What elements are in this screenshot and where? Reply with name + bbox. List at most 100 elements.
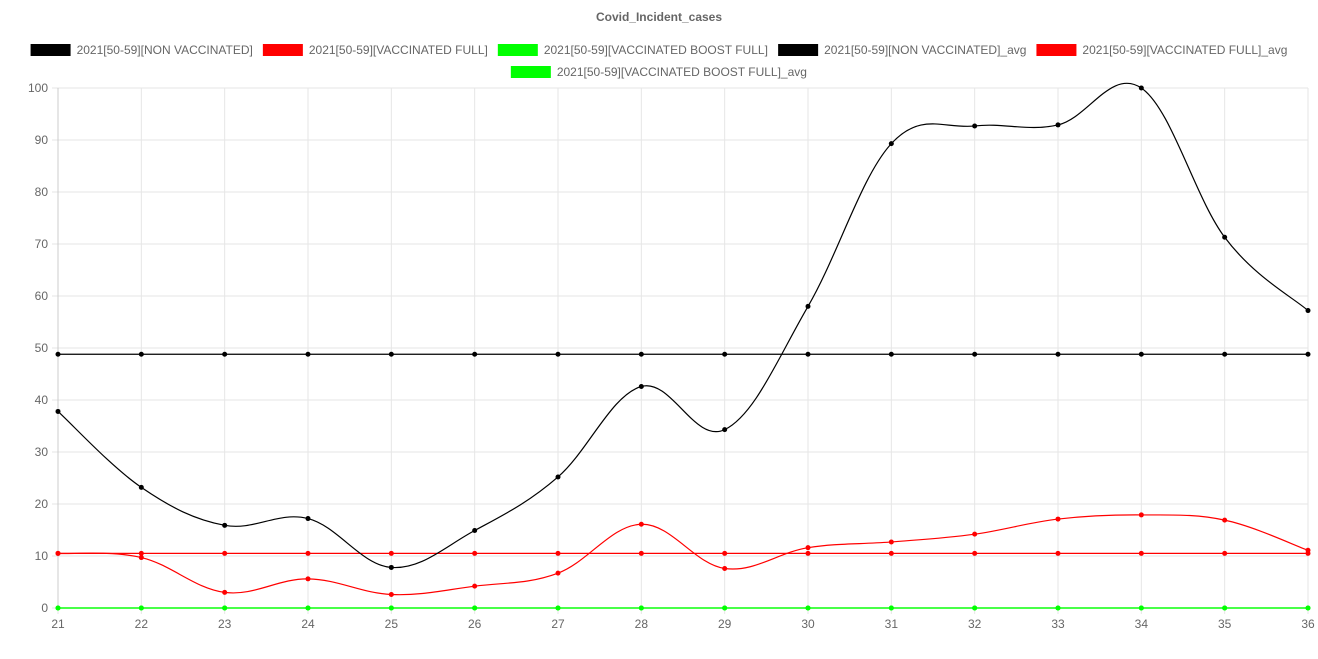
legend-item[interactable]: 2021[50-59][VACCINATED BOOST FULL]_avg (510, 65, 807, 79)
series-4 (55, 550, 1311, 556)
data-point[interactable] (972, 605, 978, 611)
data-point[interactable] (972, 531, 978, 537)
series-1 (55, 512, 1311, 597)
data-point[interactable] (305, 605, 311, 611)
data-point[interactable] (1222, 234, 1228, 240)
data-point[interactable] (138, 555, 144, 561)
data-point[interactable] (222, 522, 228, 528)
data-point[interactable] (55, 550, 61, 556)
data-point[interactable] (1138, 512, 1144, 518)
data-point[interactable] (222, 351, 228, 357)
legend-label: 2021[50-59][VACCINATED FULL]_avg (1082, 43, 1287, 57)
data-point[interactable] (722, 351, 728, 357)
data-point[interactable] (138, 605, 144, 611)
data-point[interactable] (638, 351, 644, 357)
data-point[interactable] (55, 408, 61, 414)
data-point[interactable] (472, 605, 478, 611)
data-point[interactable] (472, 528, 478, 534)
data-point[interactable] (1138, 605, 1144, 611)
data-point[interactable] (1222, 517, 1228, 523)
data-point[interactable] (138, 550, 144, 556)
data-point[interactable] (638, 605, 644, 611)
data-point[interactable] (305, 550, 311, 556)
legend-label: 2021[50-59][VACCINATED FULL] (309, 43, 488, 57)
data-point[interactable] (55, 351, 61, 357)
data-point[interactable] (388, 605, 394, 611)
x-tick-label: 25 (385, 617, 399, 631)
data-point[interactable] (888, 539, 894, 545)
data-point[interactable] (388, 351, 394, 357)
data-point[interactable] (972, 550, 978, 556)
series-line (57, 82, 1309, 569)
data-point[interactable] (1138, 85, 1144, 91)
legend-item[interactable]: 2021[50-59][NON VACCINATED] (30, 43, 253, 57)
data-point[interactable] (1305, 351, 1311, 357)
data-point[interactable] (305, 351, 311, 357)
data-point[interactable] (638, 550, 644, 556)
data-point[interactable] (1222, 550, 1228, 556)
data-point[interactable] (1055, 516, 1061, 522)
legend-swatch (1036, 44, 1077, 56)
series-0 (55, 82, 1311, 570)
data-point[interactable] (1305, 547, 1311, 553)
data-point[interactable] (222, 605, 228, 611)
data-point[interactable] (1055, 122, 1061, 128)
data-point[interactable] (1305, 605, 1311, 611)
data-point[interactable] (472, 351, 478, 357)
data-point[interactable] (222, 550, 228, 556)
x-tick-label: 30 (801, 617, 815, 631)
x-tick-label: 22 (135, 617, 149, 631)
data-point[interactable] (305, 516, 311, 522)
data-point[interactable] (555, 351, 561, 357)
data-point[interactable] (388, 564, 394, 570)
data-point[interactable] (305, 576, 311, 582)
x-tick-label: 21 (51, 617, 65, 631)
data-point[interactable] (388, 550, 394, 556)
data-point[interactable] (555, 474, 561, 480)
data-point[interactable] (555, 570, 561, 576)
data-point[interactable] (1055, 550, 1061, 556)
data-point[interactable] (55, 605, 61, 611)
data-point[interactable] (388, 591, 394, 597)
data-point[interactable] (1138, 351, 1144, 357)
data-point[interactable] (722, 550, 728, 556)
data-point[interactable] (555, 550, 561, 556)
data-point[interactable] (1222, 605, 1228, 611)
data-point[interactable] (555, 605, 561, 611)
data-point[interactable] (972, 123, 978, 129)
data-point[interactable] (722, 565, 728, 571)
data-point[interactable] (222, 589, 228, 595)
data-point[interactable] (1055, 351, 1061, 357)
data-point[interactable] (888, 605, 894, 611)
data-point[interactable] (1138, 550, 1144, 556)
data-point[interactable] (138, 484, 144, 490)
data-point[interactable] (888, 351, 894, 357)
data-point[interactable] (805, 351, 811, 357)
data-point[interactable] (805, 550, 811, 556)
data-point[interactable] (888, 550, 894, 556)
data-point[interactable] (1055, 605, 1061, 611)
legend-swatch (510, 66, 551, 78)
data-point[interactable] (888, 141, 894, 147)
data-point[interactable] (638, 521, 644, 527)
data-point[interactable] (638, 383, 644, 389)
legend-item[interactable]: 2021[50-59][NON VACCINATED]_avg (778, 43, 1026, 57)
legend-swatch (262, 44, 303, 56)
legend-item[interactable]: 2021[50-59][VACCINATED FULL] (262, 43, 488, 57)
data-point[interactable] (805, 545, 811, 551)
data-point[interactable] (1305, 308, 1311, 314)
data-point[interactable] (805, 605, 811, 611)
y-tick-label: 90 (35, 133, 49, 147)
data-point[interactable] (805, 303, 811, 309)
legend-item[interactable]: 2021[50-59][VACCINATED BOOST FULL] (497, 43, 768, 57)
data-point[interactable] (1222, 351, 1228, 357)
legend-item[interactable]: 2021[50-59][VACCINATED FULL]_avg (1036, 43, 1287, 57)
data-point[interactable] (138, 351, 144, 357)
data-point[interactable] (972, 351, 978, 357)
data-point[interactable] (722, 427, 728, 433)
chart-title: Covid_Incident_cases (596, 10, 722, 24)
data-point[interactable] (722, 605, 728, 611)
x-tick-label: 26 (468, 617, 482, 631)
data-point[interactable] (472, 550, 478, 556)
data-point[interactable] (472, 583, 478, 589)
